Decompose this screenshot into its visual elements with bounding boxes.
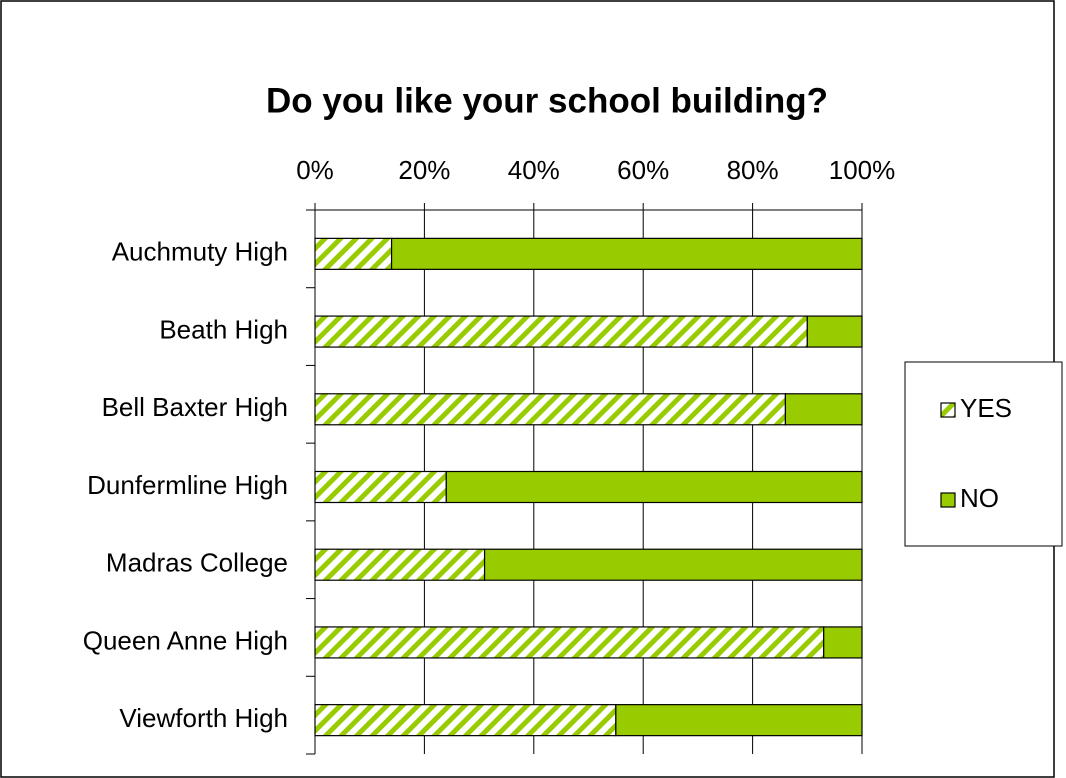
bar <box>314 315 808 348</box>
bar <box>784 393 863 426</box>
bar <box>314 626 825 659</box>
bar <box>390 237 863 270</box>
bar <box>314 393 787 426</box>
y-tick-label: Bell Baxter High <box>102 392 288 422</box>
x-tick-label: 20% <box>398 155 450 185</box>
bar <box>823 626 863 659</box>
x-tick-label: 0% <box>296 155 334 185</box>
legend-label: YES <box>960 393 1012 423</box>
x-tick-label: 60% <box>617 155 669 185</box>
bar <box>314 470 447 504</box>
legend-box <box>904 361 1063 547</box>
y-tick-label: Madras College <box>106 548 288 578</box>
y-tick-label: Auchmuty High <box>112 237 288 267</box>
legend-swatch <box>940 402 956 418</box>
bar <box>314 704 617 737</box>
chart-title: Do you like your school building? <box>266 81 828 120</box>
bar <box>615 704 863 737</box>
bar <box>806 315 863 348</box>
legend-swatch <box>940 492 956 508</box>
legend-label: NO <box>960 483 999 513</box>
bar <box>483 548 863 581</box>
x-tick-label: 40% <box>508 155 560 185</box>
x-tick-label: 80% <box>727 155 779 185</box>
bar <box>314 548 486 581</box>
y-tick-label: Viewforth High <box>119 703 288 733</box>
x-tick-label: 100% <box>829 155 896 185</box>
bar <box>314 237 393 270</box>
y-tick-label: Beath High <box>159 314 288 344</box>
y-tick-label: Dunfermline High <box>87 470 288 500</box>
bar <box>445 470 863 504</box>
y-tick-label: Queen Anne High <box>83 625 288 655</box>
